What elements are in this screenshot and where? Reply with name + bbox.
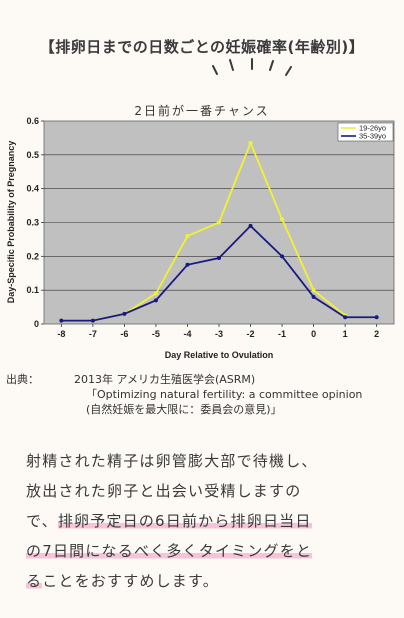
data-point xyxy=(311,294,316,299)
data-point xyxy=(343,315,348,320)
data-point xyxy=(153,298,158,303)
data-point xyxy=(311,288,316,293)
data-point xyxy=(248,140,253,145)
source-citation: 出典： 2013年 アメリカ生殖医学会(ASRM) 「Optimizing nat… xyxy=(6,372,402,417)
advice-highlight: 排卵予定日の6日前から排卵日当日 xyxy=(57,512,312,530)
legend-label-young: 19-26yo xyxy=(359,124,386,133)
source-org: 2013年 アメリカ生殖医学会(ASRM) xyxy=(74,373,256,386)
source-paper-title: 「Optimizing natural fertility: a committ… xyxy=(86,388,363,401)
page-title: 【排卵日までの日数ごとの妊娠確率(年齢別)】 xyxy=(39,38,365,56)
data-point xyxy=(248,223,253,228)
x-tick-label: 1 xyxy=(343,329,348,339)
x-tick-label: -6 xyxy=(120,329,128,339)
data-point xyxy=(217,256,221,261)
legend-label-older: 35-39yo xyxy=(359,132,386,141)
data-point xyxy=(280,254,285,259)
x-tick-label: -5 xyxy=(152,329,160,339)
data-point xyxy=(153,291,158,296)
x-axis-title: Day Relative to Ovulation xyxy=(165,350,274,360)
y-tick-label: 0.2 xyxy=(26,251,39,261)
source-paper-title-ja: (自然妊娠を最大限に：委員会の意見)」 xyxy=(86,403,282,416)
x-tick-label: -2 xyxy=(247,329,255,339)
x-tick-label: -1 xyxy=(278,329,286,339)
source-label: 出典： xyxy=(6,373,39,386)
advice-line: で、排卵予定日の6日前から排卵日当日 xyxy=(26,506,386,536)
x-tick-label: 0 xyxy=(311,329,316,339)
data-point xyxy=(374,315,379,320)
y-axis-title: Day-Specific Probability of Pregnancy xyxy=(6,141,16,304)
y-tick-label: 0.4 xyxy=(26,184,39,194)
advice-paragraph: 射精された精子は卵管膨大部で待機し、 放出された卵子と出会い受精しますの で、排… xyxy=(26,446,386,596)
y-tick-label: 0.5 xyxy=(26,150,39,160)
y-tick-label: 0 xyxy=(34,319,39,329)
y-tick-label: 0.1 xyxy=(26,285,39,295)
data-point xyxy=(122,311,127,316)
sparkle-icon xyxy=(212,58,292,76)
x-tick-label: -3 xyxy=(215,329,223,339)
advice-line: 放出された卵子と出会い受精しますの xyxy=(26,482,302,500)
legend: 19-26yo 35-39yo xyxy=(337,122,394,142)
pregnancy-probability-chart: 00.10.20.30.40.50.6 -8 -7 -6 -5 -4 -3 -2 -1 0 1 2 … xyxy=(6,116,395,360)
data-point xyxy=(185,234,190,239)
advice-line: ることをおすすめします。 xyxy=(26,566,386,596)
data-point xyxy=(59,318,64,323)
x-tick-label: -7 xyxy=(89,329,97,339)
y-tick-label: 0.3 xyxy=(26,218,39,228)
data-point xyxy=(217,220,221,225)
data-point xyxy=(90,318,95,323)
chart-annotation: 2日前が一番チャンス xyxy=(134,104,270,118)
x-tick-label: -8 xyxy=(57,329,65,339)
advice-line: 射精された精子は卵管膨大部で待機し、 xyxy=(26,452,318,470)
advice-text: ことをおすすめします。 xyxy=(42,572,219,590)
x-tick-label: 2 xyxy=(374,329,379,339)
x-tick-label: -4 xyxy=(183,329,191,339)
advice-line: の7日間になるべく多くタイミングをと xyxy=(26,536,386,566)
data-point xyxy=(280,217,285,222)
advice-highlight: る xyxy=(26,572,43,590)
data-point xyxy=(185,262,190,267)
advice-text: で、 xyxy=(26,512,58,530)
advice-highlight: の7日間になるべく多くタイミングをと xyxy=(26,542,313,560)
y-tick-label: 0.6 xyxy=(26,116,39,126)
